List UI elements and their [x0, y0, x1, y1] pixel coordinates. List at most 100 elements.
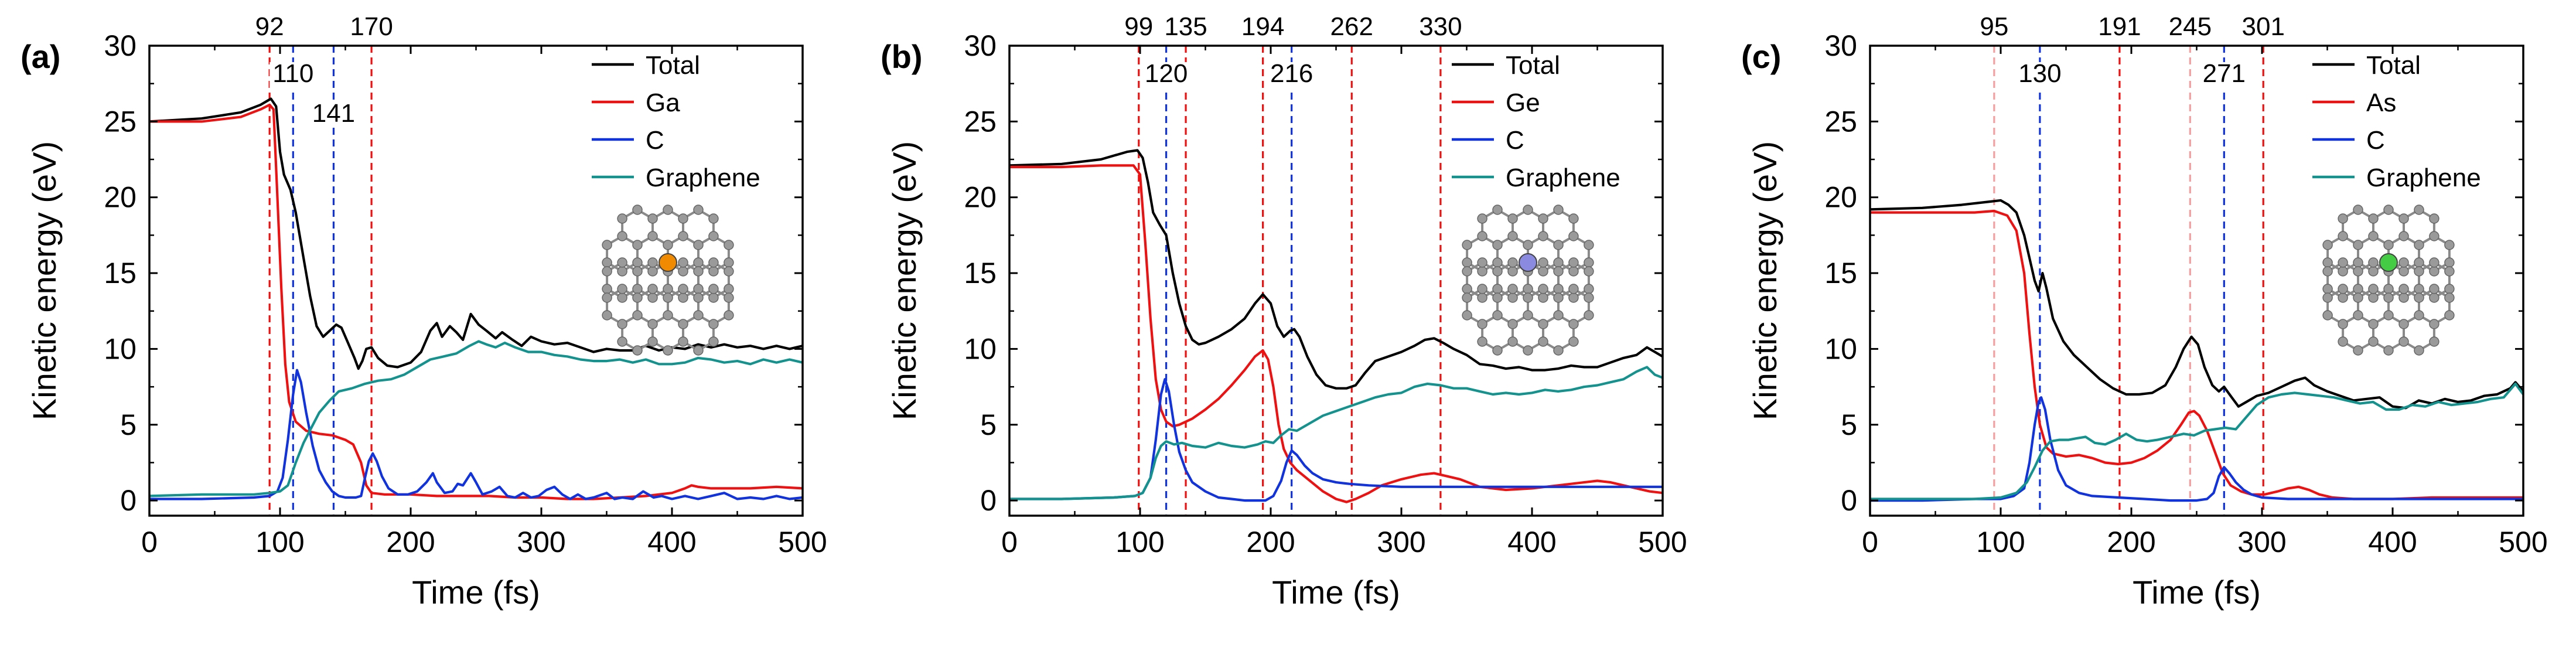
- x-tick-label: 200: [1246, 526, 1295, 558]
- carbon-atom: [2322, 292, 2333, 303]
- carbon-atom: [2429, 213, 2439, 224]
- x-tick-label: 500: [2499, 526, 2547, 558]
- carbon-atom: [2353, 266, 2363, 277]
- carbon-atom: [2444, 284, 2455, 294]
- carbon-atom: [2338, 284, 2348, 294]
- carbon-atom: [632, 310, 643, 321]
- carbon-atom: [632, 257, 643, 268]
- event-label-120: 120: [1145, 59, 1188, 88]
- carbon-atom: [693, 284, 704, 294]
- series-line-graphene: [1009, 366, 1663, 500]
- carbon-atom: [2338, 257, 2348, 268]
- carbon-atom: [1492, 292, 1503, 303]
- y-axis-label: Kinetic energy (eV): [1746, 141, 1783, 420]
- carbon-atom: [2338, 319, 2348, 329]
- event-label-bg: [269, 62, 317, 88]
- carbon-atom: [2322, 266, 2333, 277]
- carbon-atom: [2353, 240, 2363, 250]
- event-label-245: 245: [2169, 12, 2212, 41]
- y-tick-label: 10: [1824, 332, 1857, 365]
- event-label-110: 110: [272, 59, 313, 88]
- y-tick-label: 0: [980, 484, 997, 517]
- carbon-atom: [1492, 257, 1503, 268]
- carbon-atom: [1507, 292, 1518, 303]
- carbon-atom: [2338, 231, 2348, 241]
- y-tick-label: 25: [964, 105, 997, 138]
- carbon-atom: [2383, 292, 2394, 303]
- carbon-atom: [2444, 310, 2455, 321]
- graphene-bond-ring: [2342, 314, 2374, 352]
- carbon-atom: [724, 257, 734, 268]
- carbon-atom: [2322, 310, 2333, 321]
- carbon-atom: [1523, 240, 1533, 250]
- legend-label-c: C: [2366, 126, 2385, 155]
- graphene-structure-inset: [602, 205, 734, 356]
- carbon-atom: [1462, 266, 1472, 277]
- x-tick-label: 300: [1377, 526, 1425, 558]
- carbon-atom: [2383, 284, 2394, 294]
- y-tick-label: 5: [1841, 408, 1857, 441]
- carbon-atom: [724, 240, 734, 250]
- legend-label-graphene: Graphene: [646, 163, 760, 192]
- carbon-atom: [2353, 310, 2363, 321]
- carbon-atom: [2398, 284, 2409, 294]
- carbon-atom: [1584, 292, 1594, 303]
- carbon-atom: [617, 231, 627, 241]
- carbon-atom: [2368, 266, 2379, 277]
- carbon-atom: [1477, 284, 1487, 294]
- carbon-atom: [2383, 345, 2394, 356]
- panel-label: (c): [1741, 38, 1781, 75]
- x-tick-label: 300: [517, 526, 565, 558]
- carbon-atom: [1507, 319, 1518, 329]
- series-line-graphene: [149, 340, 803, 498]
- carbon-atom: [708, 319, 719, 329]
- carbon-atom: [1553, 292, 1564, 303]
- event-label-92: 92: [255, 12, 284, 41]
- carbon-atom: [663, 284, 673, 294]
- legend-label-as: As: [2366, 88, 2396, 117]
- carbon-atom: [1553, 310, 1564, 321]
- carbon-atom: [2398, 231, 2409, 241]
- carbon-atom: [602, 292, 612, 303]
- y-axis-label: Kinetic energy (eV): [886, 141, 923, 420]
- x-tick-label: 200: [2107, 526, 2155, 558]
- carbon-atom: [1538, 257, 1548, 268]
- carbon-atom: [1477, 292, 1487, 303]
- carbon-atom: [1523, 345, 1533, 356]
- carbon-atom: [602, 257, 612, 268]
- carbon-atom: [708, 213, 719, 224]
- event-label-141: 141: [312, 99, 355, 128]
- carbon-atom: [602, 240, 612, 250]
- carbon-atom: [1462, 292, 1472, 303]
- y-tick-label: 30: [1824, 29, 1857, 62]
- carbon-atom: [2444, 240, 2455, 250]
- legend-label-c: C: [1506, 126, 1524, 155]
- event-label-330: 330: [1419, 12, 1462, 41]
- event-label-99: 99: [1124, 12, 1153, 41]
- y-tick-label: 20: [964, 181, 997, 214]
- carbon-atom: [2444, 292, 2455, 303]
- carbon-atom: [1553, 266, 1564, 277]
- carbon-atom: [2414, 257, 2424, 268]
- y-tick-label: 0: [1841, 484, 1857, 517]
- carbon-atom: [1492, 266, 1503, 277]
- carbon-atom: [2338, 336, 2348, 347]
- x-tick-label: 400: [647, 526, 696, 558]
- x-tick-label: 500: [1638, 526, 1687, 558]
- carbon-atom: [647, 284, 658, 294]
- event-label-130: 130: [2018, 59, 2061, 88]
- carbon-atom: [1492, 205, 1503, 215]
- event-label-191: 191: [2098, 12, 2141, 41]
- carbon-atom: [2322, 284, 2333, 294]
- event-label-135: 135: [1164, 12, 1207, 41]
- series-line-ga: [149, 103, 803, 500]
- carbon-atom: [1523, 205, 1533, 215]
- carbon-atom: [2429, 292, 2439, 303]
- x-tick-label: 0: [141, 526, 158, 558]
- carbon-atom: [693, 257, 704, 268]
- carbon-atom: [663, 292, 673, 303]
- carbon-atom: [1568, 319, 1579, 329]
- carbon-atom: [1477, 336, 1487, 347]
- x-axis-label: Time (fs): [412, 574, 540, 611]
